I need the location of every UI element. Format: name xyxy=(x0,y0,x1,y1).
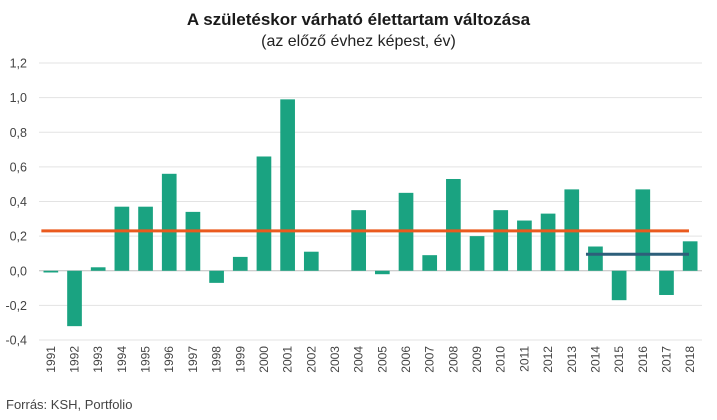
gridlines xyxy=(39,62,702,341)
x-tick-label: 2016 xyxy=(636,346,650,373)
bar-2000 xyxy=(256,156,272,271)
y-tick-label: 1,2 xyxy=(10,57,27,71)
x-tick-label: 2003 xyxy=(328,346,342,373)
x-tick-label: 2000 xyxy=(257,346,271,373)
bar-2018 xyxy=(682,241,698,271)
chart-subtitle: (az előző évhez képest, év) xyxy=(261,33,456,50)
bar-2004 xyxy=(351,210,367,271)
x-tick-label: 1994 xyxy=(115,346,129,373)
bar-2008 xyxy=(446,178,461,271)
y-tick-label: 0,2 xyxy=(10,230,27,244)
x-tick-label: 2010 xyxy=(494,346,508,373)
reference-lines xyxy=(41,229,689,256)
bars xyxy=(43,99,698,327)
x-tick-label: 2002 xyxy=(304,346,318,373)
x-tick-label: 2014 xyxy=(588,346,602,373)
x-tick-label: 2004 xyxy=(352,346,366,373)
bar-2011 xyxy=(517,220,532,271)
x-tick-label: 1997 xyxy=(186,346,200,373)
x-tick-label: 1996 xyxy=(162,346,176,373)
y-tick-label: 1,0 xyxy=(10,91,27,105)
x-tick-label: 1999 xyxy=(233,346,247,373)
chart-title: A születéskor várható élettartam változá… xyxy=(186,10,531,29)
bar-1992 xyxy=(67,270,82,327)
bar-1995 xyxy=(138,206,153,271)
y-tick-label: 0,0 xyxy=(10,264,27,278)
x-tick-label: 2008 xyxy=(446,346,460,373)
bar-1994 xyxy=(114,206,130,271)
y-tick-label: 0,6 xyxy=(10,160,27,174)
bar-1996 xyxy=(161,173,177,271)
bar-2017 xyxy=(659,270,674,295)
x-tick-label: 2007 xyxy=(423,346,437,373)
bar-2010 xyxy=(493,210,509,271)
x-tick-label: 2001 xyxy=(281,346,295,373)
bar-2001 xyxy=(280,99,295,271)
bar-2009 xyxy=(469,236,485,271)
bar-2005 xyxy=(374,270,390,275)
bar-1998 xyxy=(209,270,224,283)
y-axis-labels: -0,4 -0,2 0,0 0,2 0,4 0,6 0,8 1,0 1,2 xyxy=(5,57,27,348)
bar-1991 xyxy=(43,270,59,273)
x-tick-label: 1993 xyxy=(91,346,105,373)
bar-1999 xyxy=(232,256,248,271)
y-tick-label: 0,8 xyxy=(10,126,27,140)
bar-2007 xyxy=(422,255,438,271)
y-tick-label: -0,4 xyxy=(5,334,27,348)
y-tick-label: -0,2 xyxy=(5,299,27,313)
bar-2014 xyxy=(588,246,603,271)
x-tick-label: 2005 xyxy=(375,346,389,373)
x-tick-label: 1995 xyxy=(139,346,153,373)
x-tick-label: 1998 xyxy=(210,346,224,373)
x-tick-label: 1991 xyxy=(44,346,58,373)
y-tick-label: 0,4 xyxy=(10,195,27,209)
x-tick-label: 1992 xyxy=(68,346,82,373)
x-tick-label: 2006 xyxy=(399,346,413,373)
x-tick-label: 2017 xyxy=(659,346,673,373)
x-axis-labels: 1991 1992 1993 1994 1995 1996 1997 1998 1999 2000… xyxy=(44,346,697,373)
bar-2015 xyxy=(611,270,627,301)
x-tick-label: 2015 xyxy=(612,346,626,373)
source-note: Forrás: KSH, Portfolio xyxy=(6,397,133,412)
x-tick-label: 2018 xyxy=(683,346,697,373)
x-tick-label: 2012 xyxy=(541,346,555,373)
x-tick-label: 2009 xyxy=(470,346,484,373)
bar-2002 xyxy=(303,251,319,271)
bar-1997 xyxy=(185,211,201,271)
x-tick-label: 2011 xyxy=(517,346,531,372)
bar-2012 xyxy=(540,213,556,271)
bar-1993 xyxy=(90,267,106,271)
x-tick-label: 2013 xyxy=(565,346,579,373)
